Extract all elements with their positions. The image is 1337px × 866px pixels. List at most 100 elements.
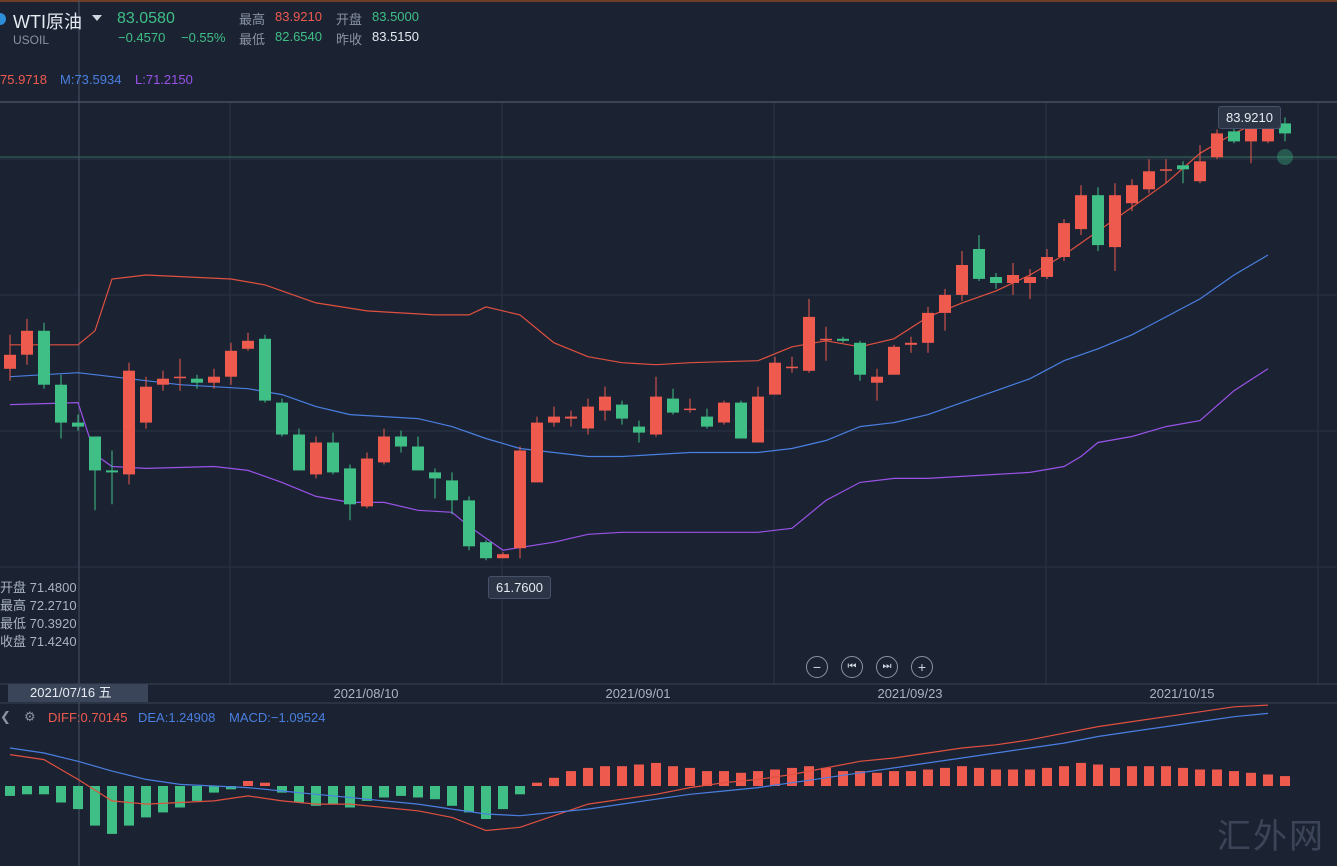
macd-histogram-bar	[5, 786, 15, 796]
macd-histogram-bar	[651, 762, 661, 786]
candle-body	[1041, 257, 1053, 277]
candle-body	[735, 402, 747, 439]
candle-body	[956, 265, 968, 295]
macd-value-legend: MACD:−1.09524	[229, 710, 326, 725]
macd-histogram-bar	[294, 786, 304, 803]
candle-body	[973, 249, 985, 279]
bollinger-lower-line	[9, 368, 1269, 551]
macd-histogram-bar	[481, 786, 491, 819]
macd-histogram-bar	[124, 786, 134, 826]
macd-histogram-bar	[209, 786, 219, 793]
macd-histogram-bar	[889, 771, 899, 786]
candle-body	[412, 446, 424, 471]
macd-histogram-bar	[141, 786, 151, 818]
candle-body	[208, 376, 220, 383]
candle-body	[157, 378, 169, 385]
candle-body	[1143, 171, 1155, 190]
candle-body	[1279, 123, 1291, 134]
macd-histogram-bar	[90, 786, 100, 826]
candle-body	[1228, 131, 1240, 142]
last-price: 83.0580	[117, 10, 175, 27]
macd-histogram-bar	[413, 786, 423, 798]
macd-histogram-bar	[1280, 776, 1290, 786]
macd-histogram-bar	[566, 771, 576, 786]
candle-body	[548, 416, 560, 423]
candle-body	[854, 342, 866, 375]
candle-body	[1024, 277, 1036, 283]
candle-body	[4, 354, 16, 369]
macd-histogram-bar	[702, 771, 712, 786]
symbol-code: USOIL	[13, 33, 50, 47]
low-label: 最低	[239, 32, 266, 47]
zoom-out-button[interactable]: −	[806, 656, 828, 678]
candle-body	[939, 294, 951, 313]
candle-body	[89, 436, 101, 471]
candle-body	[378, 436, 390, 463]
macd-histogram-bar	[175, 786, 185, 808]
candle-body	[922, 312, 934, 343]
candle-body	[21, 330, 33, 355]
collapse-icon[interactable]: ❮	[0, 709, 11, 724]
macd-histogram-bar	[379, 786, 389, 798]
gear-icon[interactable]: ⚙	[24, 709, 36, 724]
high-label: 最高	[239, 12, 266, 27]
candle-body	[752, 396, 764, 443]
macd-histogram-bar	[56, 786, 66, 803]
macd-histogram-bar	[617, 766, 627, 786]
macd-histogram-bar	[73, 786, 83, 810]
candle-body	[565, 416, 577, 419]
macd-histogram-bar	[600, 766, 610, 786]
boll-lower-legend: L:71.2150	[135, 72, 193, 87]
candle-body	[905, 342, 917, 345]
x-tick-label: 2021/10/15	[1149, 686, 1215, 701]
macd-histogram-bar	[430, 786, 440, 800]
last-price-marker	[1277, 149, 1293, 165]
macd-histogram-bar	[226, 786, 236, 790]
macd-histogram-bar	[821, 767, 831, 786]
candle-body	[1109, 195, 1121, 248]
ohlc-close: 收盘 71.4240	[0, 634, 77, 649]
macd-histogram-bar	[923, 769, 933, 786]
candle-body	[276, 402, 288, 435]
candle-body	[191, 378, 203, 383]
macd-histogram-bar	[668, 766, 678, 786]
macd-histogram-bar	[1076, 762, 1086, 786]
candle-body	[769, 362, 781, 395]
macd-histogram-bar	[872, 772, 882, 786]
macd-histogram-bar	[192, 786, 202, 801]
macd-histogram-bar	[1144, 766, 1154, 786]
chevron-down-icon[interactable]	[92, 15, 102, 21]
macd-histogram-bar	[634, 764, 644, 786]
candle-body	[701, 416, 713, 427]
scroll-forward-button[interactable]: ⏭	[876, 656, 898, 678]
price-change-pct: −0.55%	[181, 30, 226, 45]
scroll-back-button[interactable]: ⏮	[841, 656, 863, 678]
macd-histogram-bar	[311, 786, 321, 806]
candle-body	[803, 316, 815, 371]
macd-histogram-bar	[515, 786, 525, 795]
low-value: 82.6540	[275, 29, 322, 44]
macd-histogram-bar	[532, 782, 542, 786]
candle-body	[174, 376, 186, 379]
candle-body	[72, 422, 84, 427]
ohlc-high: 最高 72.2710	[0, 598, 77, 613]
macd-histogram-bar	[1059, 766, 1069, 786]
symbol-title[interactable]: WTI原油	[13, 12, 82, 32]
candle-body	[888, 346, 900, 375]
macd-histogram-bar	[583, 767, 593, 786]
candle-body	[599, 396, 611, 411]
macd-histogram-bar	[736, 772, 746, 786]
candle-body	[531, 422, 543, 483]
macd-histogram-bar	[957, 766, 967, 786]
candle-body	[446, 480, 458, 501]
macd-histogram-bar	[260, 782, 270, 786]
macd-histogram-bar	[787, 767, 797, 786]
candle-body	[106, 470, 118, 473]
macd-histogram-bar	[1042, 767, 1052, 786]
macd-histogram-bar	[362, 786, 372, 801]
candle-body	[140, 386, 152, 423]
candle-body	[497, 554, 509, 559]
zoom-in-button[interactable]: +	[911, 656, 933, 678]
x-tick-label: 2021/09/01	[605, 686, 671, 701]
